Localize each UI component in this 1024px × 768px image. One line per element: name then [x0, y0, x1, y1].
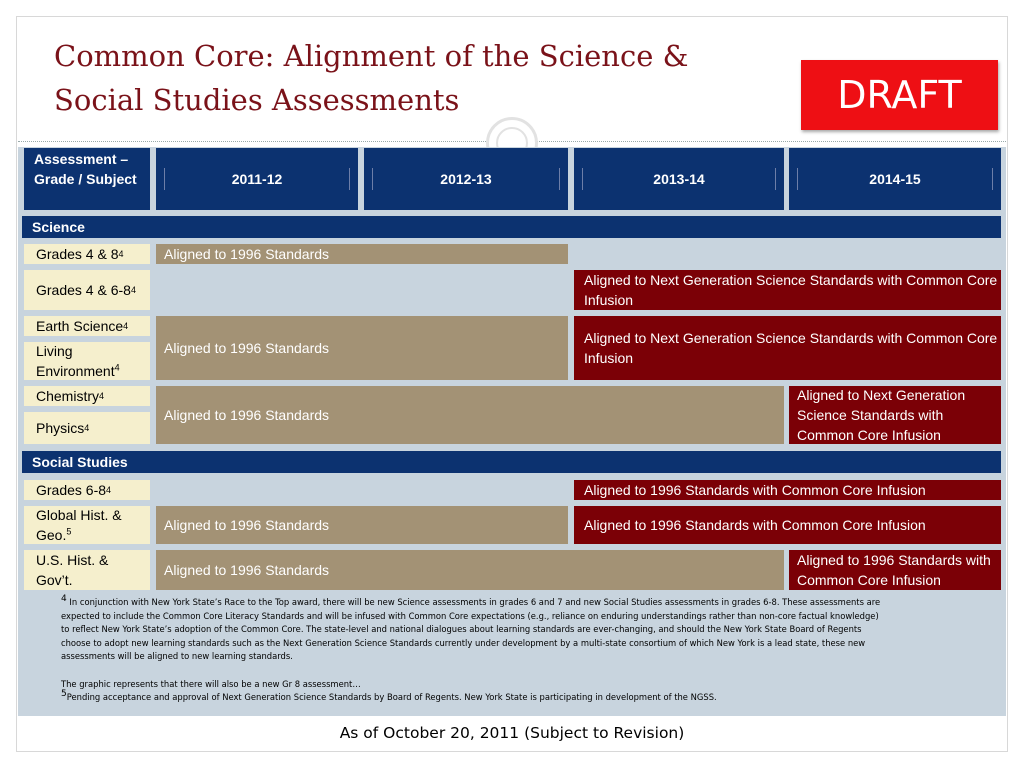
- row-label-text: Global Hist. & Geo.5: [36, 505, 138, 545]
- row-label-earth-science: Earth Science 4: [24, 316, 150, 336]
- footnote-line: expected to include the Common Core Lite…: [61, 610, 879, 621]
- bar-global-cc: Aligned to 1996 Standards with Common Co…: [574, 506, 1001, 544]
- footnote-ref: 4: [114, 362, 120, 373]
- footnote-line: assessments will be aligned to new learn…: [61, 651, 293, 662]
- row-label-grades-4-6-8: Grades 4 & 6-8 4: [24, 270, 150, 310]
- slide-title: Common Core: Alignment of the Science & …: [54, 34, 814, 122]
- footnote-line: choose to adopt new learning standards s…: [61, 637, 866, 648]
- header-year-2012-13: 2012-13: [364, 148, 568, 210]
- footnote-gr8-note: The graphic represents that there will a…: [61, 678, 361, 689]
- footnote-line: to reflect New York State’s adoption of …: [61, 624, 862, 635]
- row-label-chemistry: Chemistry 4: [24, 386, 150, 406]
- footnote-marker: 5: [61, 689, 67, 700]
- row-label-text: Grades 6-8: [36, 482, 107, 498]
- header-year-label: 2012-13: [372, 168, 560, 190]
- bar-grades-4-8-1996: Aligned to 1996 Standards: [156, 244, 568, 264]
- row-label-text: Physics: [36, 420, 85, 436]
- revision-date-footer: As of October 20, 2011 (Subject to Revis…: [339, 724, 685, 742]
- bar-us-cc: Aligned to 1996 Standards with Common Co…: [789, 550, 1001, 590]
- row-label-us-history: U.S. Hist. & Gov’t.: [24, 550, 150, 590]
- footnote-marker: 4: [61, 594, 67, 605]
- header-year-label: 2014-15: [797, 168, 993, 190]
- row-label-global-history: Global Hist. & Geo.5: [24, 506, 150, 544]
- footnote-4: 4 In conjunction with New York State’s R…: [61, 594, 981, 610]
- footnote-spacer: [61, 664, 981, 678]
- section-social-studies: Social Studies: [22, 451, 1001, 473]
- footnote-line: Pending acceptance and approval of Next …: [66, 692, 717, 703]
- title-line-1: Common Core: Alignment of the Science &: [54, 39, 689, 73]
- footnote-ref: 5: [66, 526, 72, 537]
- bar-grades-6-8-cc: Aligned to 1996 Standards with Common Co…: [574, 480, 1001, 500]
- bar-global-1996: Aligned to 1996 Standards: [156, 506, 568, 544]
- header-assessment-label: Assessment – Grade / Subject: [24, 148, 150, 210]
- bar-earth-living-ngss: Aligned to Next Generation Science Stand…: [574, 316, 1001, 380]
- bar-chem-phys-ngss: Aligned to Next Generation Science Stand…: [789, 386, 1001, 444]
- footnote-5: 5Pending acceptance and approval of Next…: [61, 689, 981, 705]
- footnotes: 4 In conjunction with New York State’s R…: [61, 594, 981, 705]
- row-label-text-inner: Living Environment: [36, 343, 115, 379]
- row-label-physics: Physics 4: [24, 412, 150, 444]
- row-label-text: Grades 4 & 6-8: [36, 282, 131, 298]
- bar-chem-phys-1996: Aligned to 1996 Standards: [156, 386, 784, 444]
- footnote-line: In conjunction with New York State’s Rac…: [66, 597, 881, 607]
- header-year-2014-15: 2014-15: [789, 148, 1001, 210]
- title-line-2: Social Studies Assessments: [54, 83, 460, 117]
- bar-grades-4-6-8-ngss: Aligned to Next Generation Science Stand…: [574, 270, 1001, 310]
- row-label-text: Grades 4 & 8: [36, 246, 119, 262]
- section-science: Science: [22, 216, 1001, 238]
- row-label-grades-6-8: Grades 6-8 4: [24, 480, 150, 500]
- header-year-label: 2011-12: [164, 168, 350, 190]
- row-label-text: Earth Science: [36, 318, 124, 334]
- slide-frame: [16, 16, 1008, 752]
- header-year-2011-12: 2011-12: [156, 148, 358, 210]
- row-label-text: Living Environment4: [36, 341, 138, 381]
- header-year-label: 2013-14: [582, 168, 776, 190]
- row-label-text-inner: Global Hist. & Geo.: [36, 507, 122, 543]
- bar-us-1996: Aligned to 1996 Standards: [156, 550, 784, 590]
- row-label-text: Chemistry: [36, 388, 100, 404]
- bar-earth-living-1996: Aligned to 1996 Standards: [156, 316, 568, 380]
- draft-badge: DRAFT: [801, 60, 998, 130]
- header-year-2013-14: 2013-14: [574, 148, 784, 210]
- row-label-living-environment: Living Environment4: [24, 342, 150, 380]
